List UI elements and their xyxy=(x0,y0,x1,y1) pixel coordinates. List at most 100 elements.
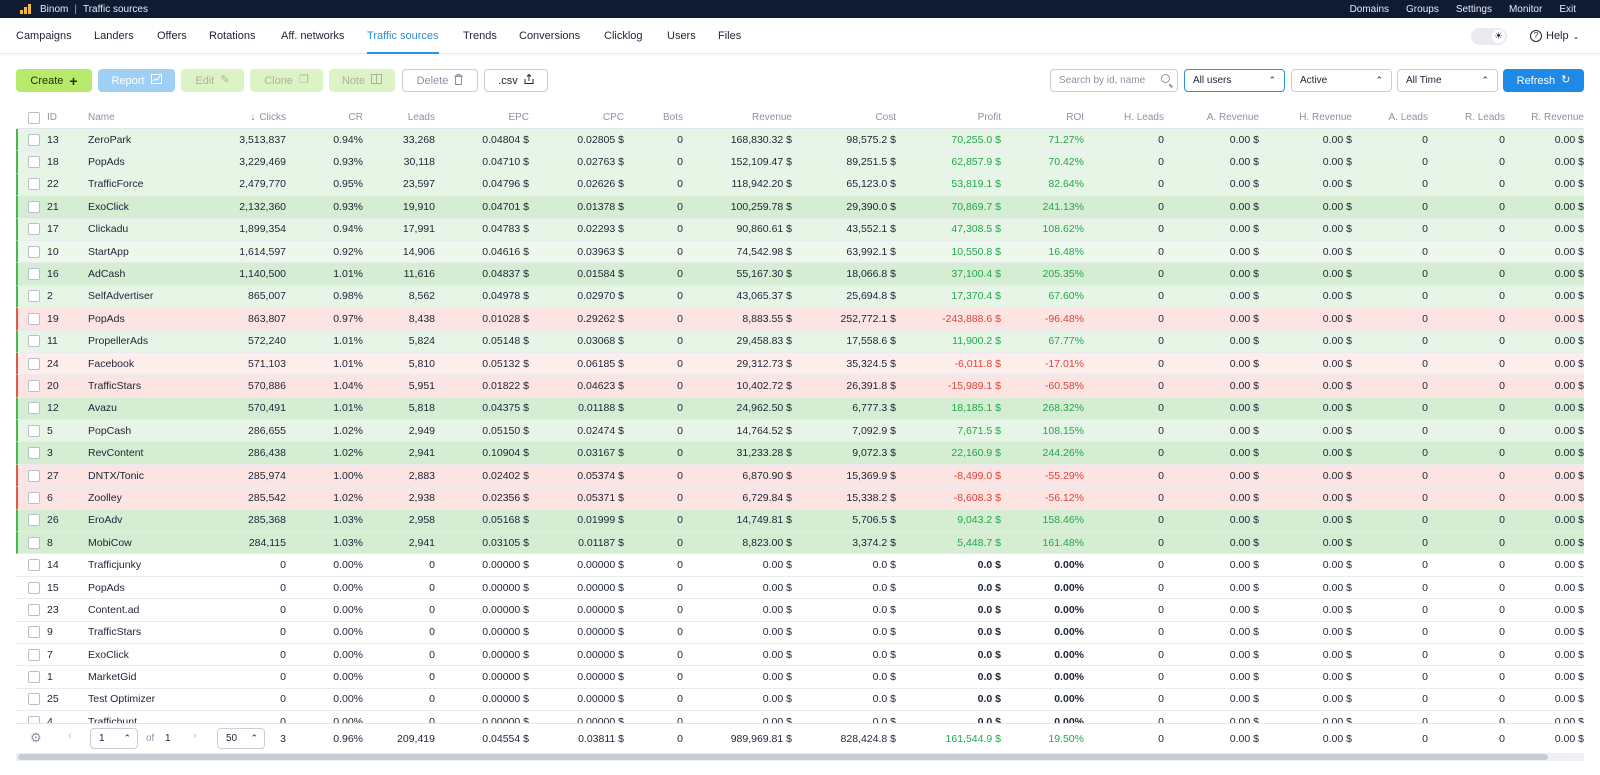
clone-button[interactable]: Clone ❐ xyxy=(250,69,323,92)
top-link-domains[interactable]: Domains xyxy=(1349,3,1390,15)
cell-name[interactable]: AdCash xyxy=(88,268,126,281)
row-checkbox[interactable] xyxy=(28,603,40,616)
cell-name[interactable]: RevContent xyxy=(88,447,144,460)
col-cost[interactable]: Cost xyxy=(875,112,896,123)
table-row[interactable]: 1 MarketGid 0 0.00% 0 0.00000 $ 0.00000 $ 0 0.00… xyxy=(16,666,1584,689)
cell-name[interactable]: Content.ad xyxy=(88,603,140,616)
edit-button[interactable]: Edit ✎ xyxy=(181,69,244,92)
table-row[interactable]: 23 Content.ad 0 0.00% 0 0.00000 $ 0.00000 $ 0 0.… xyxy=(16,599,1584,622)
note-button[interactable]: Note xyxy=(329,69,395,92)
per-page-select[interactable]: 50 ⌃ xyxy=(217,728,265,749)
tab-campaigns[interactable]: Campaigns xyxy=(16,30,72,42)
table-row[interactable]: 3 RevContent 286,438 1.02% 2,941 0.10904 $ 0.0… xyxy=(16,442,1584,465)
tab-landers[interactable]: Landers xyxy=(94,30,134,42)
cell-name[interactable]: Facebook xyxy=(88,357,135,370)
row-checkbox[interactable] xyxy=(28,648,40,661)
table-row[interactable]: 19 PopAds 863,807 0.97% 8,438 0.01028 $ 0.2926… xyxy=(16,308,1584,331)
cell-name[interactable]: PropellerAds xyxy=(88,335,149,348)
cell-name[interactable]: PopAds xyxy=(88,312,125,325)
cell-name[interactable]: TrafficStars xyxy=(88,379,142,392)
row-checkbox[interactable] xyxy=(28,424,40,437)
row-checkbox[interactable] xyxy=(28,559,40,572)
cell-name[interactable]: TrafficStars xyxy=(88,626,142,639)
top-link-groups[interactable]: Groups xyxy=(1406,3,1439,15)
delete-button[interactable]: Delete xyxy=(402,69,478,92)
row-checkbox[interactable] xyxy=(28,223,40,236)
table-row[interactable]: 26 EroAdv 285,368 1.03% 2,958 0.05168 $ 0.0199… xyxy=(16,509,1584,533)
col-name[interactable]: Name xyxy=(88,112,115,123)
tab-trends[interactable]: Trends xyxy=(463,30,497,42)
col-profit[interactable]: Profit xyxy=(977,112,1001,123)
col-id[interactable]: ID xyxy=(47,112,57,123)
top-link-monitor[interactable]: Monitor xyxy=(1508,3,1543,15)
row-checkbox[interactable] xyxy=(28,245,40,258)
search-input[interactable] xyxy=(1059,73,1151,88)
table-row[interactable]: 2 SelfAdvertiser 865,007 0.98% 8,562 0.04978 … xyxy=(16,285,1584,309)
help-menu[interactable]: ? Help ⌄ xyxy=(1530,18,1579,54)
cell-name[interactable]: MobiCow xyxy=(88,536,132,549)
table-row[interactable]: 17 Clickadu 1,899,354 0.94% 17,991 0.04783 $ 0… xyxy=(16,218,1584,241)
cell-name[interactable]: Clickadu xyxy=(88,223,129,236)
col-roi[interactable]: ROI xyxy=(1066,112,1084,123)
cell-name[interactable]: DNTX/Tonic xyxy=(88,469,145,482)
table-row[interactable]: 16 AdCash 1,140,500 1.01% 11,616 0.04837 $ 0.0… xyxy=(16,263,1584,286)
cell-name[interactable]: Zoolley xyxy=(88,491,122,504)
row-checkbox[interactable] xyxy=(28,312,40,325)
col-r-leads[interactable]: R. Leads xyxy=(1464,112,1505,123)
cell-name[interactable]: PopAds xyxy=(88,156,125,169)
table-row[interactable]: 10 StartApp 1,614,597 0.92% 14,906 0.04616 $ 0… xyxy=(16,240,1584,264)
col-h-revenue[interactable]: H. Revenue xyxy=(1299,112,1352,123)
tab-aff-networks[interactable]: Aff. networks xyxy=(281,30,345,42)
col-a-leads[interactable]: A. Leads xyxy=(1388,112,1428,123)
table-row[interactable]: 20 TrafficStars 570,886 1.04% 5,951 0.01822 $… xyxy=(16,375,1584,398)
theme-toggle[interactable]: ☀ xyxy=(1471,28,1507,45)
table-row[interactable]: 9 TrafficStars 0 0.00% 0 0.00000 $ 0.00000 $ 0 0… xyxy=(16,621,1584,644)
row-checkbox[interactable] xyxy=(28,379,40,392)
tab-traffic-sources[interactable]: Traffic sources xyxy=(367,18,439,54)
tab-clicklog[interactable]: Clicklog xyxy=(604,30,643,42)
row-checkbox[interactable] xyxy=(28,402,40,415)
gear-icon[interactable]: ⚙ xyxy=(30,730,42,745)
scrollbar-thumb[interactable] xyxy=(18,754,1548,760)
table-row[interactable]: 6 Zoolley 285,542 1.02% 2,938 0.02356 $ 0.0537… xyxy=(16,487,1584,510)
create-button[interactable]: Create + xyxy=(16,69,92,92)
cell-name[interactable]: StartApp xyxy=(88,245,129,258)
table-row[interactable]: 13 ZeroPark 3,513,837 0.94% 33,268 0.04804 $ 0… xyxy=(16,129,1584,152)
tab-rotations[interactable]: Rotations xyxy=(209,30,256,42)
col-revenue[interactable]: Revenue xyxy=(751,112,792,123)
row-checkbox[interactable] xyxy=(28,514,40,527)
row-checkbox[interactable] xyxy=(28,133,40,146)
col-epc[interactable]: EPC xyxy=(508,112,529,123)
col-cr[interactable]: CR xyxy=(348,112,363,123)
table-row[interactable]: 8 MobiCow 284,115 1.03% 2,941 0.03105 $ 0.0118… xyxy=(16,532,1584,555)
page-select[interactable]: 1 ⌃ xyxy=(90,728,138,749)
col-bots[interactable]: Bots xyxy=(662,112,683,123)
chevron-right-icon[interactable]: › xyxy=(193,730,197,742)
chevron-left-icon[interactable]: ‹ xyxy=(68,730,72,742)
table-row[interactable]: 21 ExoClick 2,132,360 0.93% 19,910 0.04701 $ 0… xyxy=(16,196,1584,219)
cell-name[interactable]: TrafficForce xyxy=(88,178,144,191)
top-link-settings[interactable]: Settings xyxy=(1455,3,1492,15)
cell-name[interactable]: PopCash xyxy=(88,424,132,437)
row-checkbox[interactable] xyxy=(28,268,40,281)
top-link-exit[interactable]: Exit xyxy=(1559,3,1576,15)
cell-name[interactable]: ZeroPark xyxy=(88,133,132,146)
select-all-checkbox[interactable] xyxy=(28,111,40,124)
cell-name[interactable]: PopAds xyxy=(88,581,125,594)
users-filter-select[interactable]: All users ⌃ xyxy=(1184,69,1285,92)
row-checkbox[interactable] xyxy=(28,156,40,169)
tab-files[interactable]: Files xyxy=(718,30,742,42)
row-checkbox[interactable] xyxy=(28,447,40,460)
row-checkbox[interactable] xyxy=(28,357,40,370)
cell-name[interactable]: Test Optimizer xyxy=(88,693,156,706)
table-row[interactable]: 18 PopAds 3,229,469 0.93% 30,118 0.04710 $ 0.0… xyxy=(16,151,1584,174)
cell-name[interactable]: EroAdv xyxy=(88,514,123,527)
table-row[interactable]: 7 ExoClick 0 0.00% 0 0.00000 $ 0.00000 $ 0 0.00 … xyxy=(16,643,1584,667)
refresh-button[interactable]: Refresh ↻ xyxy=(1503,69,1584,92)
cell-name[interactable]: Avazu xyxy=(88,402,117,415)
row-checkbox[interactable] xyxy=(28,536,40,549)
row-checkbox[interactable] xyxy=(28,581,40,594)
cell-name[interactable]: Trafficjunky xyxy=(88,559,142,572)
row-checkbox[interactable] xyxy=(28,469,40,482)
row-checkbox[interactable] xyxy=(28,693,40,706)
